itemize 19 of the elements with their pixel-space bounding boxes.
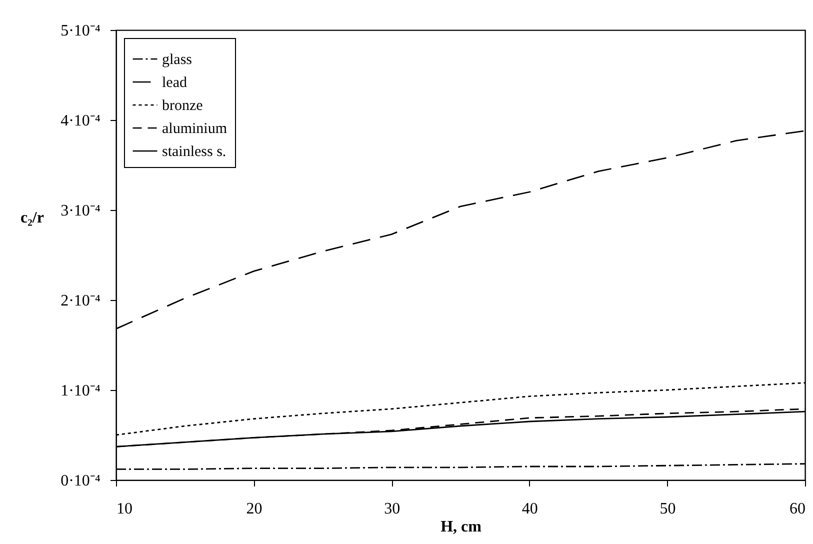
x-tick-label: 30	[384, 500, 400, 518]
x-tick-label: 60	[790, 500, 806, 518]
legend-label: glass	[162, 52, 192, 68]
y-tick-label: 2·10⁻⁴	[60, 292, 101, 310]
legend-label: bronze	[162, 98, 204, 114]
y-tick-label: 5·10⁻⁴	[60, 22, 101, 40]
x-tick-label: 40	[522, 500, 538, 518]
y-tick-label: 1·10⁻⁴	[60, 382, 101, 400]
x-tick-label: 10	[116, 500, 132, 518]
x-tick-label: 20	[246, 500, 262, 518]
x-tick-label: 50	[660, 500, 676, 518]
y-tick-label: 3·10⁻⁴	[60, 202, 101, 220]
legend-label: stainless s.	[162, 144, 226, 160]
y-axis-title: c₂/r	[20, 210, 44, 226]
y-tick-label: 4·10⁻⁴	[60, 112, 101, 130]
y-tick-label: 0·10⁻⁴	[60, 472, 101, 490]
legend-label: lead	[162, 75, 188, 91]
legend-label: aluminium	[162, 121, 228, 137]
x-axis-title: H, cm	[440, 518, 482, 536]
